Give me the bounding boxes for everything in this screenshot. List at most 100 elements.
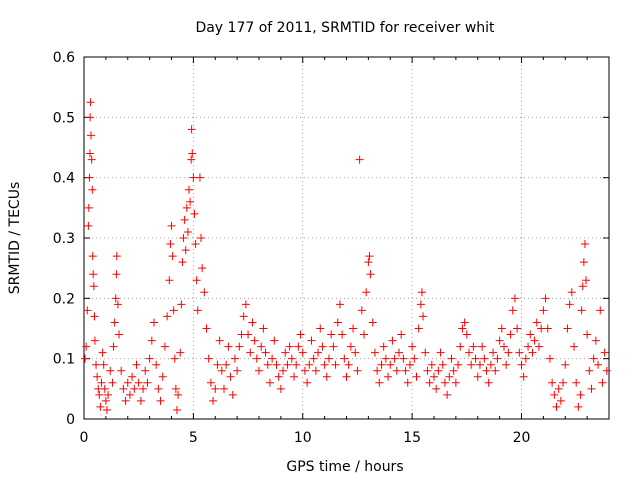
data-point <box>543 324 552 333</box>
data-point <box>115 330 123 339</box>
data-point <box>362 288 371 297</box>
data-point <box>172 405 181 414</box>
data-point <box>395 348 403 357</box>
data-point <box>528 348 537 357</box>
data-point <box>539 306 548 315</box>
data-point <box>82 342 91 351</box>
data-point <box>165 276 174 285</box>
data-point <box>141 366 150 375</box>
data-point <box>257 342 266 351</box>
data-point <box>572 378 581 387</box>
data-point <box>556 396 565 405</box>
data-point <box>86 98 95 107</box>
data-point <box>570 342 578 351</box>
data-point <box>200 288 209 297</box>
data-point <box>290 372 298 381</box>
x-axis-label: GPS time / hours <box>286 459 403 475</box>
data-point <box>113 300 122 309</box>
data-point <box>179 234 188 242</box>
data-point <box>87 131 95 140</box>
data-point <box>548 378 557 387</box>
data-point <box>587 384 596 393</box>
data-point <box>287 354 296 363</box>
data-point <box>101 396 110 405</box>
data-point <box>276 384 285 393</box>
data-point <box>554 384 563 393</box>
data-point <box>489 348 498 357</box>
data-point <box>263 360 272 369</box>
y-tick-label: 0 <box>66 412 75 428</box>
data-point <box>177 300 186 309</box>
data-point <box>109 342 118 351</box>
data-point <box>416 300 425 309</box>
data-point <box>440 378 449 387</box>
data-point <box>98 348 107 357</box>
data-point <box>228 390 237 399</box>
data-point <box>182 203 191 212</box>
data-point <box>95 390 104 399</box>
data-point <box>565 300 574 309</box>
data-point <box>368 318 377 327</box>
data-point <box>169 306 178 315</box>
data-point <box>412 372 421 381</box>
data-points <box>81 98 611 414</box>
data-point <box>252 354 261 363</box>
data-point <box>152 360 161 369</box>
data-point <box>281 348 290 357</box>
data-point <box>285 342 294 351</box>
data-point <box>204 354 213 363</box>
data-point <box>145 354 154 363</box>
data-point <box>97 378 106 387</box>
data-point <box>265 378 274 387</box>
data-point <box>90 312 99 321</box>
data-point <box>88 252 97 261</box>
data-point <box>84 221 93 230</box>
data-point <box>526 330 535 339</box>
data-point <box>583 330 592 339</box>
data-point <box>596 306 605 315</box>
data-point <box>248 318 257 327</box>
data-point <box>309 354 318 363</box>
data-point <box>147 336 156 345</box>
data-point <box>327 330 336 339</box>
data-point <box>322 372 331 381</box>
data-point <box>552 402 561 411</box>
data-point <box>370 348 379 357</box>
data-point <box>414 324 423 333</box>
data-point <box>430 372 438 381</box>
y-tick-label: 0.2 <box>53 291 75 307</box>
data-point <box>364 258 373 267</box>
y-tick-label: 0.6 <box>53 50 75 66</box>
data-point <box>102 405 111 414</box>
data-point <box>504 348 513 357</box>
data-point <box>357 306 366 315</box>
data-point <box>517 360 526 369</box>
data-point <box>480 354 489 363</box>
data-point <box>491 366 500 375</box>
data-point <box>192 276 201 285</box>
data-point <box>500 342 508 351</box>
data-point <box>202 324 211 333</box>
data-point <box>220 384 228 393</box>
data-point <box>513 324 522 333</box>
data-point <box>111 294 120 303</box>
data-point <box>88 185 97 194</box>
data-point <box>410 354 419 363</box>
data-point <box>197 234 206 242</box>
data-point <box>255 366 263 375</box>
data-point <box>241 300 250 309</box>
data-point <box>180 215 189 224</box>
data-point <box>81 354 90 363</box>
data-point <box>454 360 463 369</box>
data-point <box>399 354 408 363</box>
data-point <box>484 378 493 387</box>
data-point <box>244 330 253 339</box>
data-point <box>397 330 406 339</box>
data-point <box>190 209 199 218</box>
data-point <box>585 366 594 375</box>
data-point <box>316 324 325 333</box>
data-point <box>198 264 207 273</box>
data-point <box>331 360 340 369</box>
data-point <box>447 354 456 363</box>
data-point <box>226 372 235 381</box>
